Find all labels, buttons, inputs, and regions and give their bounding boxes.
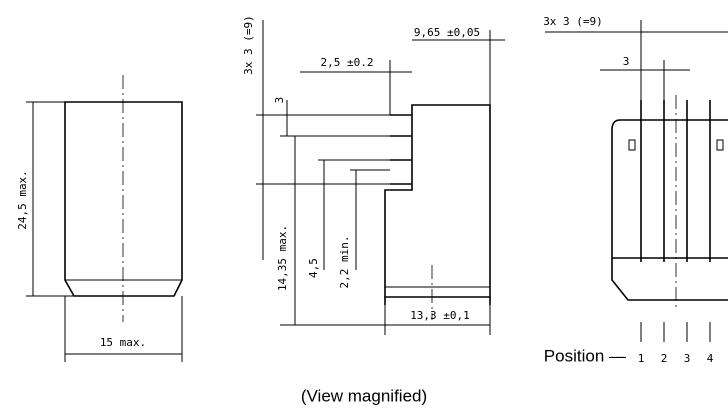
dimension-label: 9,65 ±0,05 (414, 26, 480, 39)
dimension-label: 4,5 (307, 258, 320, 278)
position-number: 3 (684, 352, 691, 365)
dimension-label: 14,35 max. (276, 225, 289, 291)
position-number: 1 (638, 352, 645, 365)
caption: (View magnified) (301, 386, 427, 405)
left-view: 24,5 max. 15 max. (16, 75, 183, 362)
position-number: 4 (707, 352, 714, 365)
dimension-label: 3x 3 (=9) (543, 15, 603, 28)
dimension-label: 2,5 ±0.2 (321, 56, 374, 69)
position-number: 2 (661, 352, 668, 365)
dimension-label: 2,2 min. (338, 236, 351, 289)
dimension-label: 3 (623, 55, 630, 68)
dimension-label: 13,3 ±0,1 (410, 309, 470, 322)
right-view: 3x 3 (=9) 3 Position — 1 2 3 4 (543, 15, 728, 365)
dimension-label: 24,5 max. (16, 170, 29, 230)
middle-view: 3x 3 (=9) 3 9,65 ±0,05 2,5 ±0.2 14,35 ma… (242, 15, 505, 335)
dimension-label: 3 (273, 97, 286, 104)
position-label: Position — (544, 346, 626, 365)
dimension-label: 3x 3 (=9) (242, 15, 255, 75)
dimension-label: 15 max. (100, 336, 146, 349)
